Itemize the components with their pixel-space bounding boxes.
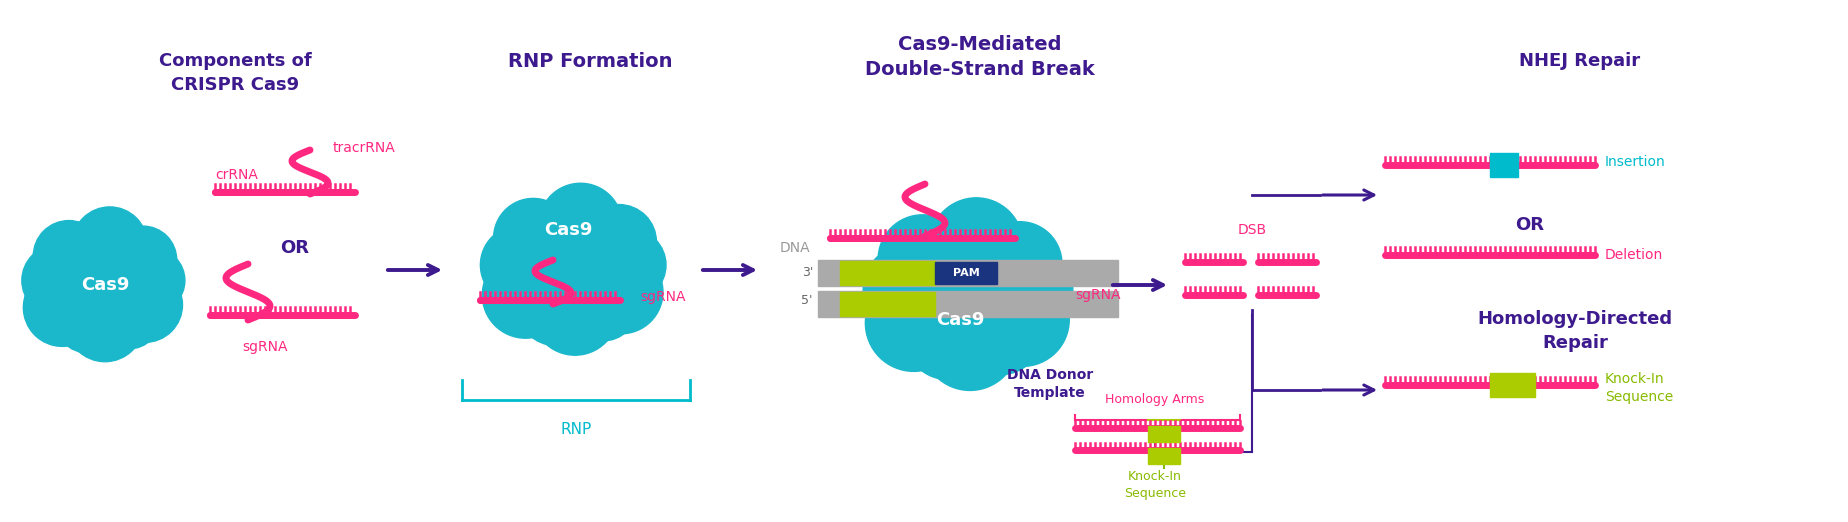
- Text: sgRNA: sgRNA: [1076, 288, 1120, 302]
- Circle shape: [878, 215, 967, 303]
- Text: DNA Donor
Template: DNA Donor Template: [1007, 368, 1094, 400]
- Circle shape: [978, 222, 1063, 305]
- Text: Cas9: Cas9: [543, 221, 591, 239]
- Circle shape: [54, 286, 122, 353]
- Circle shape: [889, 215, 1052, 376]
- Text: Deletion: Deletion: [1606, 248, 1663, 262]
- Text: Knock-In
Sequence: Knock-In Sequence: [1606, 372, 1672, 404]
- Text: Homology Arms: Homology Arms: [1105, 394, 1205, 407]
- Bar: [841, 292, 935, 316]
- Circle shape: [540, 183, 623, 267]
- Text: NHEJ Repair: NHEJ Repair: [1519, 52, 1641, 70]
- Text: Homology-Directed
Repair: Homology-Directed Repair: [1477, 310, 1672, 352]
- Circle shape: [96, 284, 161, 349]
- Text: OR: OR: [1515, 216, 1545, 234]
- Circle shape: [33, 221, 105, 292]
- Circle shape: [863, 245, 952, 334]
- Circle shape: [992, 249, 1074, 330]
- Circle shape: [24, 269, 102, 347]
- Circle shape: [480, 226, 560, 305]
- Circle shape: [493, 198, 573, 278]
- Text: Cas9-Mediated
Double-Strand Break: Cas9-Mediated Double-Strand Break: [865, 35, 1094, 79]
- Circle shape: [593, 229, 665, 301]
- Circle shape: [107, 267, 183, 342]
- Circle shape: [120, 248, 185, 313]
- Text: Components of
CRISPR Cas9: Components of CRISPR Cas9: [159, 52, 310, 93]
- Circle shape: [503, 198, 647, 342]
- Text: Insertion: Insertion: [1606, 155, 1665, 169]
- Text: DSB: DSB: [1238, 223, 1266, 237]
- Text: RNP: RNP: [560, 422, 591, 437]
- Text: Knock-In
Sequence: Knock-In Sequence: [1124, 470, 1186, 500]
- Circle shape: [109, 226, 177, 293]
- Circle shape: [906, 295, 989, 379]
- Circle shape: [41, 220, 170, 350]
- Bar: [1489, 153, 1517, 177]
- Text: sgRNA: sgRNA: [242, 340, 288, 354]
- Bar: [1148, 426, 1181, 442]
- Circle shape: [517, 270, 593, 346]
- Circle shape: [865, 275, 963, 371]
- Bar: [819, 260, 1118, 286]
- Circle shape: [922, 294, 1018, 390]
- Text: crRNA: crRNA: [214, 168, 259, 182]
- Circle shape: [930, 198, 1024, 291]
- Text: RNP Formation: RNP Formation: [508, 52, 673, 71]
- Text: Cas9: Cas9: [935, 311, 985, 329]
- Circle shape: [532, 269, 619, 355]
- Bar: [1148, 448, 1181, 464]
- Text: OR: OR: [281, 239, 309, 257]
- Circle shape: [580, 250, 663, 334]
- Circle shape: [567, 269, 639, 341]
- Text: tracrRNA: tracrRNA: [333, 141, 395, 155]
- Bar: [841, 261, 935, 285]
- Text: Cas9: Cas9: [81, 276, 129, 294]
- Circle shape: [582, 205, 656, 279]
- Bar: [1489, 373, 1536, 397]
- Circle shape: [976, 273, 1070, 366]
- Text: sgRNA: sgRNA: [639, 290, 686, 304]
- Bar: [935, 262, 998, 284]
- Circle shape: [67, 284, 144, 362]
- Text: 3': 3': [802, 267, 813, 279]
- Circle shape: [482, 252, 569, 338]
- Circle shape: [72, 207, 148, 282]
- Circle shape: [961, 294, 1042, 374]
- Bar: [819, 291, 1118, 317]
- Text: DNA: DNA: [780, 241, 809, 255]
- Text: PAM: PAM: [952, 268, 979, 278]
- Text: 5': 5': [802, 293, 813, 306]
- Circle shape: [22, 245, 92, 316]
